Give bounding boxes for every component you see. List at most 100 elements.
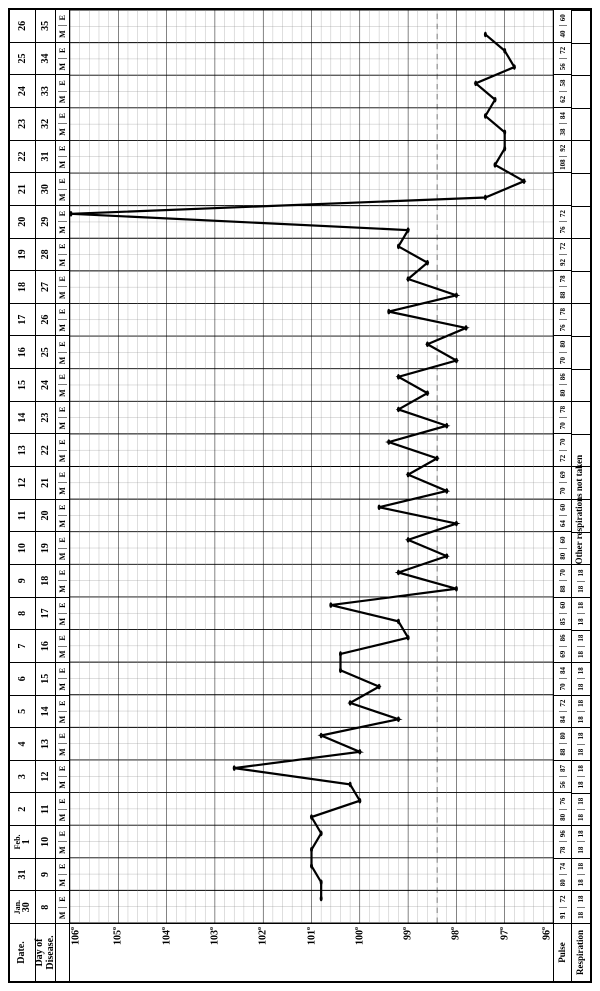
date-cell: 11 xyxy=(10,499,35,532)
me-cell: ME xyxy=(56,499,69,532)
pulse-cell: 6258 xyxy=(554,74,571,107)
day-of-disease-cell: 28 xyxy=(36,238,55,271)
y-axis-labels: 96o97o98o99o100o101o102o103o104o105o106o xyxy=(70,923,553,981)
day-of-disease-label: Day of Disease. xyxy=(36,923,55,981)
me-cell: ME xyxy=(56,760,69,793)
pulse-cell: 8880 xyxy=(554,727,571,760)
respiration-cell: 1818 xyxy=(572,597,590,630)
respiration-cell: 1818 xyxy=(572,630,590,663)
me-cell: ME xyxy=(56,74,69,107)
respiration-note: Other respirations not taken xyxy=(574,455,584,564)
y-tick-label: 102o xyxy=(257,927,269,945)
y-tick-label: 101o xyxy=(306,927,318,945)
pulse-cell: 8074 xyxy=(554,858,571,891)
day-of-disease-cell: 25 xyxy=(36,335,55,368)
day-of-disease-cell: 26 xyxy=(36,303,55,336)
temperature-chart-sheet: Date. Jan.3031Feb.1234567891011121314151… xyxy=(8,8,592,983)
day-of-disease-cell: 15 xyxy=(36,662,55,695)
respiration-cell xyxy=(572,303,590,336)
chart-svg xyxy=(70,10,553,923)
date-cell: 20 xyxy=(10,205,35,238)
day-of-disease-cell: 14 xyxy=(36,695,55,728)
date-header-row: Date. Jan.3031Feb.1234567891011121314151… xyxy=(10,10,36,981)
pulse-cell: 6460 xyxy=(554,499,571,532)
me-cell: ME xyxy=(56,466,69,499)
me-cell: ME xyxy=(56,531,69,564)
day-of-disease-cell: 32 xyxy=(36,107,55,140)
respiration-cells: 1818181818181818181818181818181818181818… xyxy=(572,10,590,923)
y-tick-label: 106o xyxy=(70,927,82,945)
day-of-disease-cell: 16 xyxy=(36,629,55,662)
me-cell: ME xyxy=(56,270,69,303)
me-label-blank xyxy=(56,923,69,981)
respiration-cell xyxy=(572,271,590,304)
day-of-disease-cell: 30 xyxy=(36,172,55,205)
respiration-cell: 1818 xyxy=(572,695,590,728)
respiration-cell: 1818 xyxy=(572,825,590,858)
day-of-disease-cell: 34 xyxy=(36,42,55,75)
pulse-cell: 6986 xyxy=(554,629,571,662)
me-cell: ME xyxy=(56,629,69,662)
me-row: MEMEMEMEMEMEMEMEMEMEMEMEMEMEMEMEMEMEMEME… xyxy=(56,10,70,981)
day-of-disease-cell: 17 xyxy=(36,597,55,630)
date-cell: 5 xyxy=(10,695,35,728)
pulse-cell: 7080 xyxy=(554,335,571,368)
pulse-cell: 7084 xyxy=(554,662,571,695)
y-tick-label: 97o xyxy=(499,927,511,940)
pulse-cell: 7078 xyxy=(554,401,571,434)
date-cell: 31 xyxy=(10,858,35,891)
respiration-cell: 1818 xyxy=(572,890,590,923)
pulse-cell: 8878 xyxy=(554,270,571,303)
pulse-row: Pulse 9172807478968076568788808472708469… xyxy=(554,10,572,981)
date-cell: 17 xyxy=(10,303,35,336)
date-cell: 19 xyxy=(10,238,35,271)
date-cell: 13 xyxy=(10,433,35,466)
me-cell: ME xyxy=(56,42,69,75)
y-tick-label: 105o xyxy=(112,927,124,945)
pulse-cell: 8472 xyxy=(554,695,571,728)
pulse-cell: 8560 xyxy=(554,597,571,630)
date-cell: 16 xyxy=(10,335,35,368)
day-of-disease-cell: 22 xyxy=(36,433,55,466)
pulse-cell: 3884 xyxy=(554,107,571,140)
me-cell: ME xyxy=(56,433,69,466)
pulse-cell: 7672 xyxy=(554,205,571,238)
date-cell: 22 xyxy=(10,140,35,173)
me-cell: ME xyxy=(56,368,69,401)
respiration-cell: 1818 xyxy=(572,793,590,826)
me-cell: ME xyxy=(56,107,69,140)
pulse-cell: 10892 xyxy=(554,140,571,173)
day-of-disease-cell: 9 xyxy=(36,858,55,891)
day-of-disease-cell: 23 xyxy=(36,401,55,434)
me-cell: ME xyxy=(56,858,69,891)
pulse-cell: 5672 xyxy=(554,42,571,75)
me-cell: ME xyxy=(56,597,69,630)
me-cell: ME xyxy=(56,792,69,825)
date-cell: 26 xyxy=(10,10,35,42)
pulse-cell: 8870 xyxy=(554,564,571,597)
date-cell: 4 xyxy=(10,727,35,760)
respiration-cell: 1818 xyxy=(572,662,590,695)
respiration-cell xyxy=(572,173,590,206)
respiration-cell xyxy=(572,108,590,141)
pulse-cell: 8076 xyxy=(554,792,571,825)
date-cell: 24 xyxy=(10,74,35,107)
me-cell: ME xyxy=(56,205,69,238)
respiration-row: Respiration 1818181818181818181818181818… xyxy=(572,10,590,981)
day-of-disease-cell: 13 xyxy=(36,727,55,760)
day-of-disease-cell: 24 xyxy=(36,368,55,401)
date-cells: Jan.3031Feb.1234567891011121314151617181… xyxy=(10,10,35,923)
me-cell: ME xyxy=(56,695,69,728)
day-of-disease-cell: 12 xyxy=(36,760,55,793)
pulse-label: Pulse xyxy=(554,923,571,981)
respiration-cell xyxy=(572,10,590,43)
y-tick-label: 96o xyxy=(541,927,553,940)
respiration-cell xyxy=(572,238,590,271)
y-tick-label: 104o xyxy=(161,927,173,945)
respiration-cell xyxy=(572,336,590,369)
date-cell: 23 xyxy=(10,107,35,140)
day-of-disease-cells: 8910111213141516171819202122232425262728… xyxy=(36,10,55,923)
me-cell: ME xyxy=(56,140,69,173)
respiration-cell: 1818 xyxy=(572,564,590,597)
respiration-cell: 1818 xyxy=(572,727,590,760)
